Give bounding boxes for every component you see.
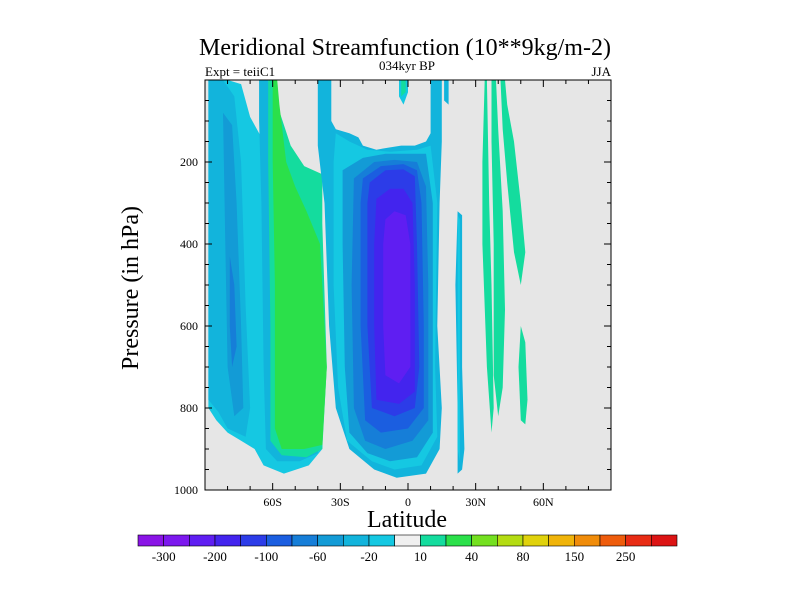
x-tick-label: 30N (465, 495, 486, 509)
contour-region-22 (500, 80, 526, 285)
x-tick-label: 0 (405, 495, 411, 509)
x-axis-ticks: 60S 30S 0 30N 60N (204, 80, 612, 509)
colorbar-label: -300 (152, 549, 176, 564)
colorbar-label: 10 (414, 549, 427, 564)
colorbar-swatch-16 (548, 534, 575, 547)
contour-region-17 (444, 80, 449, 105)
colorbar-swatch-18 (599, 534, 626, 547)
colorbar-label: -200 (203, 549, 227, 564)
y-axis-label: Pressure (in hPa) (118, 206, 144, 370)
colorbar-swatch-0 (137, 534, 164, 547)
colorbar-label: 150 (565, 549, 585, 564)
colorbar-swatch-13 (471, 534, 498, 547)
x-tick-label: 30S (331, 495, 350, 509)
colorbar-swatch-4 (240, 534, 267, 547)
colorbar-labels: -300 -200 -100 -60 -20 10 40 80 150 250 (152, 549, 636, 564)
y-tick-label: 1000 (174, 483, 198, 497)
colorbar-swatch-1 (163, 534, 190, 547)
x-tick-label: 60S (263, 495, 282, 509)
colorbar-label: -60 (309, 549, 326, 564)
colorbar-label: 80 (517, 549, 530, 564)
contour-region-21 (491, 80, 505, 417)
contour-region-2 (223, 112, 244, 417)
colorbar-label: -100 (254, 549, 278, 564)
colorbar-swatch-5 (266, 534, 293, 547)
contour-region-19 (457, 215, 460, 462)
y-tick-label: 400 (180, 237, 198, 251)
contour-region-20 (482, 80, 494, 433)
contour-region-3 (229, 256, 237, 367)
colorbar-swatch-17 (574, 534, 601, 547)
y-tick-label: 200 (180, 155, 198, 169)
colorbar-swatch-2 (189, 534, 216, 547)
contour-region-14 (383, 211, 411, 384)
experiment-label: Expt = teiiC1 (205, 64, 275, 79)
colorbar-swatch-6 (291, 534, 318, 547)
y-tick-label: 600 (180, 319, 198, 333)
season-label: JJA (591, 64, 611, 79)
colorbar-swatch-3 (214, 534, 241, 547)
x-axis-label: Latitude (367, 507, 447, 533)
y-tick-label: 800 (180, 401, 198, 415)
contour-region-16 (401, 80, 406, 97)
colorbar-label: 40 (465, 549, 478, 564)
colorbar (137, 534, 678, 547)
colorbar-swatch-20 (651, 534, 678, 547)
colorbar-swatch-8 (343, 534, 370, 547)
colorbar-label: 250 (616, 549, 636, 564)
contour-fills (208, 80, 528, 478)
x-tick-label: 60N (533, 495, 554, 509)
contour-region-23 (518, 326, 528, 425)
colorbar-swatch-15 (522, 534, 549, 547)
colorbar-label: -20 (360, 549, 377, 564)
colorbar-swatch-19 (625, 534, 652, 547)
colorbar-swatch-9 (368, 534, 395, 547)
period-label: 034kyr BP (379, 58, 435, 73)
y-axis-ticks: 200 400 600 800 1000 (174, 79, 611, 497)
colorbar-swatch-14 (497, 534, 524, 547)
chart-title: Meridional Streamfunction (10**9kg/m-2) (199, 35, 611, 61)
contour-region-6 (272, 80, 327, 449)
colorbar-swatch-11 (420, 534, 447, 547)
colorbar-swatch-7 (317, 534, 344, 547)
plot-area (204, 79, 612, 491)
colorbar-swatch-12 (445, 534, 472, 547)
colorbar-swatch-10 (394, 534, 421, 547)
